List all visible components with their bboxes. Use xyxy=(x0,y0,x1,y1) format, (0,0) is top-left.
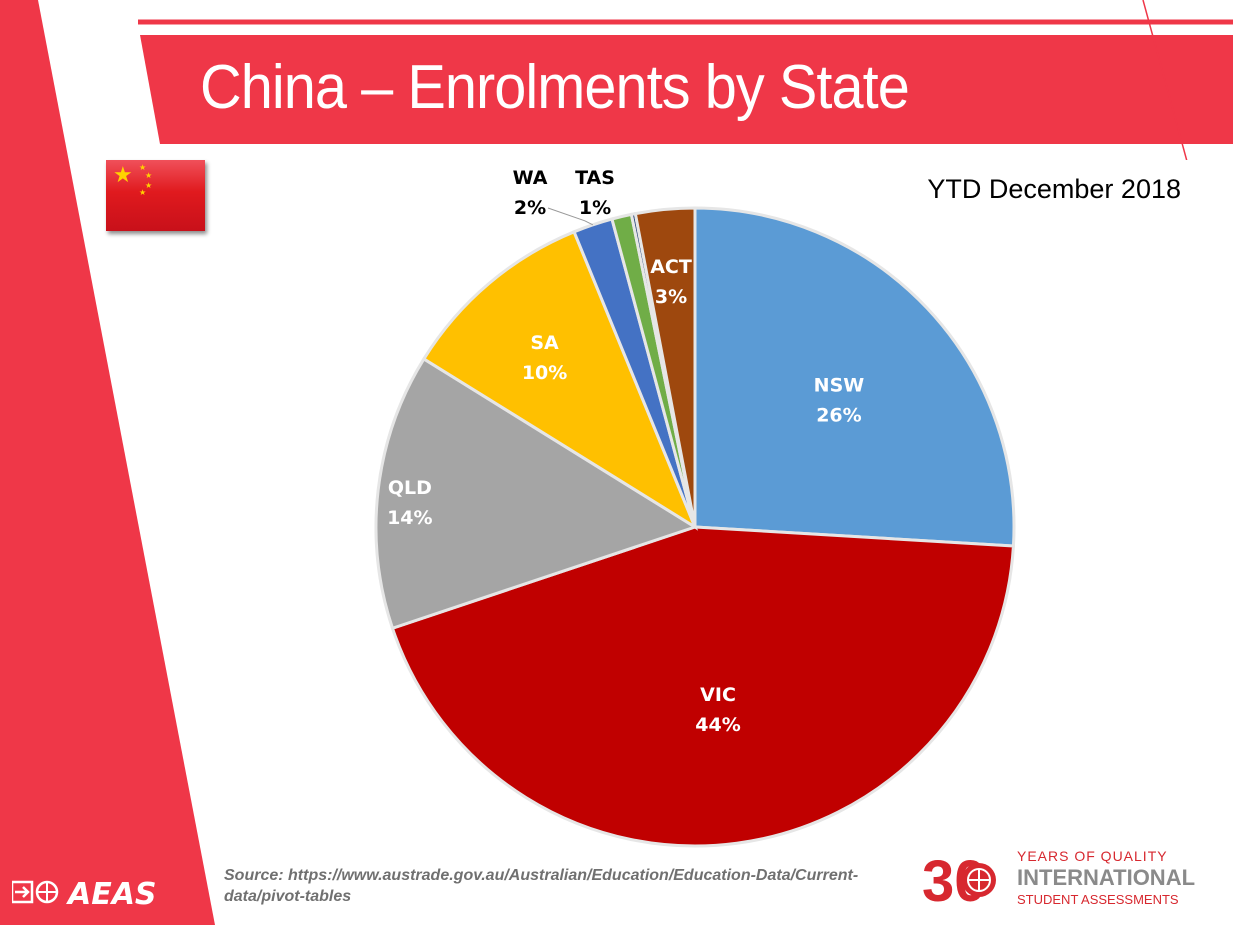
anniversary-graphic: 30 xyxy=(922,849,996,911)
anniversary-line2: INTERNATIONAL xyxy=(1017,865,1196,890)
slice-value-act: 3% xyxy=(655,286,687,308)
slice-label-tas: TAS xyxy=(575,167,615,189)
slice-value-sa: 10% xyxy=(522,362,567,384)
anniversary-line1: YEARS OF QUALITY xyxy=(1017,848,1168,864)
slice-value-nsw: 26% xyxy=(816,404,861,426)
pie-slice-vic xyxy=(390,525,1016,848)
slice-label-wa: WA xyxy=(513,167,548,189)
pie-slice-nsw xyxy=(693,206,1016,548)
chart-subtitle: YTD December 2018 xyxy=(927,174,1181,204)
left-red-band xyxy=(0,0,215,925)
slice-label-vic: VIC xyxy=(700,684,736,706)
slice-label-act: ACT xyxy=(650,256,692,278)
pie-slice-qld xyxy=(374,356,699,631)
title-banner xyxy=(138,0,1233,160)
slice-value-wa: 2% xyxy=(514,197,546,219)
pie-slice-sa xyxy=(421,229,699,531)
slice-label-sa: SA xyxy=(530,332,559,354)
slice-value-vic: 44% xyxy=(695,714,740,736)
slice-value-tas: 1% xyxy=(579,197,611,219)
aeas-logo-text: AEAS xyxy=(66,878,157,908)
pie-slice-act xyxy=(633,206,697,528)
page-title: China – Enrolments by State xyxy=(200,53,910,122)
slice-label-qld: QLD xyxy=(388,477,432,499)
source-note: Source: https://www.austrade.gov.au/Aust… xyxy=(224,867,859,905)
slice-label-nsw: NSW xyxy=(814,374,865,396)
aeas-logo: AEAS xyxy=(12,878,157,908)
china-flag-icon: ★ ★ ★ ★ ★ xyxy=(106,160,205,231)
anniversary-line3: STUDENT ASSESSMENTS xyxy=(1017,892,1179,907)
leader-line-wa xyxy=(547,207,594,226)
slice-value-qld: 14% xyxy=(387,507,432,529)
